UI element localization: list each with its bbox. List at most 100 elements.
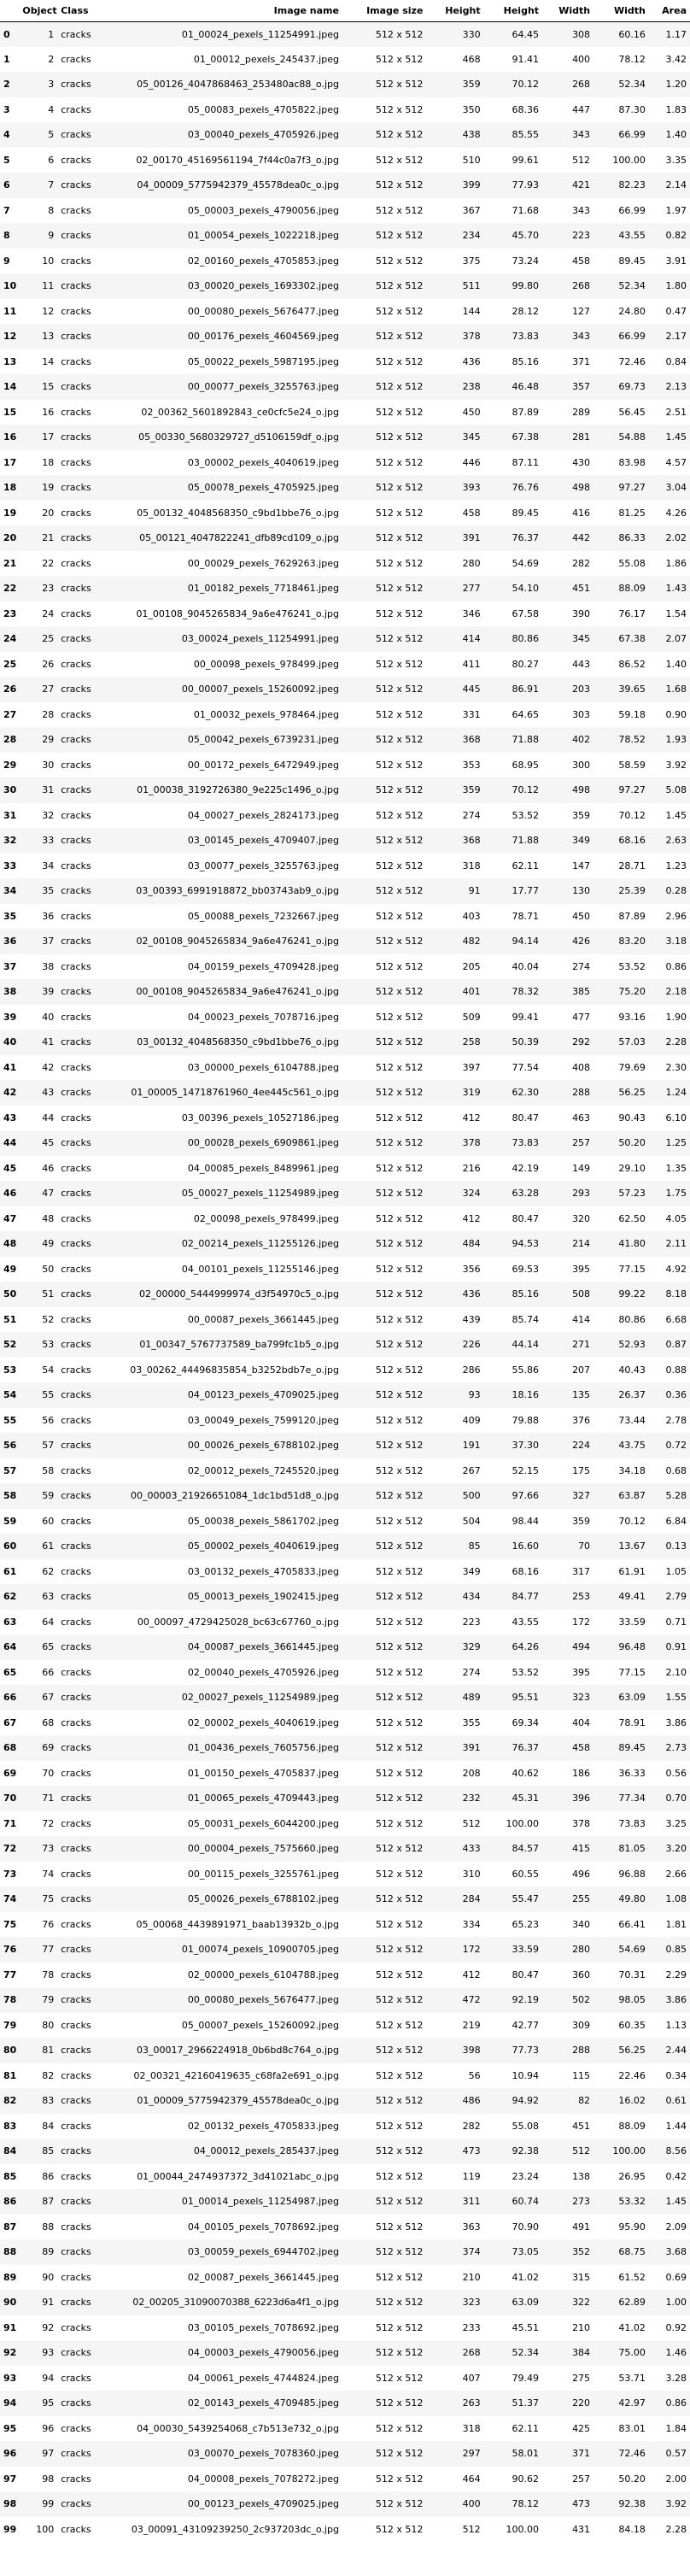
class-cell: cracks — [61, 1288, 91, 1300]
object-id-cell: 41 — [42, 1036, 55, 1048]
area-cell: 0.87 — [665, 1339, 687, 1351]
object-id-cell: 95 — [42, 2397, 55, 2409]
table-row: 14 15 cracks 00_00077_pexels_3255763.jpeg 51… — [0, 374, 690, 400]
object-id-cell: 15 — [42, 381, 55, 393]
area-cell: 1.20 — [665, 79, 687, 91]
image-name-cell: 02_00205_31090070388_6223d6a4f1_o.jpg — [132, 2297, 339, 2309]
height-px-cell: 409 — [462, 1414, 481, 1426]
height-px-cell: 323 — [462, 2297, 481, 2309]
table-row: 90 91 cracks 02_00205_31090070388_6223d6a4f… — [0, 2290, 690, 2315]
image-size-cell: 512 x 512 — [375, 154, 424, 166]
row-index: 70 — [3, 1793, 17, 1804]
width-px-cell: 343 — [572, 129, 591, 141]
image-name-cell: 03_00002_pexels_4040619.jpeg — [187, 456, 339, 468]
height-px-cell: 284 — [462, 1893, 481, 1905]
height-pct-cell: 70.12 — [512, 79, 540, 91]
image-name-cell: 02_00108_9045265834_9a6e476241_o.jpg — [136, 936, 339, 948]
row-index: 82 — [3, 2095, 17, 2107]
width-pct-cell: 66.99 — [618, 129, 646, 141]
image-size-cell: 512 x 512 — [375, 835, 424, 847]
area-cell: 3.92 — [665, 2498, 687, 2510]
image-name-cell: 01_00065_pexels_4709443.jpeg — [187, 1793, 339, 1804]
width-px-cell: 340 — [572, 1918, 591, 1930]
row-index: 77 — [3, 1969, 17, 1980]
height-px-cell: 412 — [462, 1112, 481, 1124]
header-area: Area — [648, 0, 690, 22]
object-id-cell: 73 — [42, 1843, 55, 1855]
image-name-cell: 00_00004_pexels_7575660.jpeg — [187, 1843, 339, 1855]
row-index: 46 — [3, 1188, 17, 1200]
width-pct-cell: 81.05 — [618, 1843, 646, 1855]
width-px-cell: 498 — [572, 482, 591, 494]
class-cell: cracks — [61, 1414, 91, 1426]
area-cell: 2.13 — [665, 381, 687, 393]
width-px-cell: 268 — [572, 79, 591, 91]
class-cell: cracks — [61, 2145, 91, 2157]
class-cell: cracks — [61, 2196, 91, 2208]
row-index: 66 — [3, 1692, 17, 1704]
area-cell: 0.42 — [665, 2170, 687, 2182]
width-pct-cell: 63.87 — [618, 1490, 646, 1502]
table-row: 74 75 cracks 05_00026_pexels_6788102.jpeg 51… — [0, 1887, 690, 1912]
image-size-cell: 512 x 512 — [375, 2372, 424, 2384]
height-px-cell: 274 — [462, 809, 481, 821]
width-pct-cell: 57.23 — [618, 1188, 646, 1200]
area-cell: 2.00 — [665, 2473, 687, 2485]
height-pct-cell: 84.57 — [512, 1843, 540, 1855]
height-px-cell: 482 — [462, 936, 481, 948]
image-name-cell: 04_00030_5439254068_c7b513e732_o.jpg — [137, 2422, 339, 2434]
image-size-cell: 512 x 512 — [375, 1112, 424, 1124]
class-cell: cracks — [61, 1944, 91, 1956]
image-size-cell: 512 x 512 — [375, 53, 424, 65]
image-size-cell: 512 x 512 — [375, 1162, 424, 1174]
row-index: 80 — [3, 2045, 17, 2057]
width-pct-cell: 49.80 — [618, 1893, 646, 1905]
object-id-cell: 9 — [48, 230, 55, 242]
area-cell: 0.70 — [665, 1793, 687, 1804]
image-size-cell: 512 x 512 — [375, 2448, 424, 2460]
area-cell: 2.44 — [665, 2045, 687, 2057]
image-name-cell: 03_00393_6991918872_bb03743ab9_o.jpg — [136, 885, 339, 897]
image-size-cell: 512 x 512 — [375, 633, 424, 645]
image-name-cell: 03_00091_43109239250_2c937203dc_o.jpg — [131, 2523, 339, 2535]
row-index: 56 — [3, 1440, 17, 1452]
class-cell: cracks — [61, 2271, 91, 2283]
height-pct-cell: 51.37 — [512, 2397, 540, 2409]
image-name-cell: 01_00009_5775942379_45578dea0c_o.jpg — [137, 2095, 339, 2107]
width-pct-cell: 53.52 — [618, 960, 646, 972]
width-px-cell: 288 — [572, 2045, 591, 2057]
class-cell: cracks — [61, 28, 91, 40]
width-pct-cell: 61.52 — [618, 2271, 646, 2283]
table-row: 12 13 cracks 00_00176_pexels_4604569.jpeg 51… — [0, 324, 690, 349]
class-cell: cracks — [61, 1918, 91, 1930]
height-px-cell: 489 — [462, 1692, 481, 1704]
image-size-cell: 512 x 512 — [375, 2321, 424, 2333]
table-body: 0 1 cracks 01_00024_pexels_11254991.jpeg 512… — [0, 21, 690, 2542]
height-pct-cell: 54.69 — [512, 557, 540, 569]
object-id-cell: 78 — [42, 1969, 55, 1980]
image-name-cell: 01_00032_pexels_978464.jpeg — [193, 708, 339, 720]
table-row: 70 71 cracks 01_00065_pexels_4709443.jpeg 51… — [0, 1786, 690, 1811]
height-px-cell: 277 — [462, 583, 481, 595]
width-pct-cell: 41.02 — [618, 2321, 646, 2333]
row-index: 48 — [3, 1238, 17, 1250]
image-size-cell: 512 x 512 — [375, 2019, 424, 2031]
class-cell: cracks — [61, 1843, 91, 1855]
row-index: 54 — [3, 1389, 17, 1401]
width-px-cell: 138 — [572, 2170, 591, 2182]
image-name-cell: 00_00098_pexels_978499.jpeg — [193, 658, 339, 670]
area-cell: 0.85 — [665, 1944, 687, 1956]
class-cell: cracks — [61, 885, 91, 897]
row-index: 30 — [3, 784, 17, 796]
width-pct-cell: 77.34 — [618, 1793, 646, 1804]
object-id-cell: 36 — [42, 910, 55, 922]
table-row: 20 21 cracks 05_00121_4047822241_dfb89cd109… — [0, 525, 690, 551]
image-name-cell: 04_00123_pexels_4709025.jpeg — [187, 1389, 339, 1401]
height-pct-cell: 68.16 — [512, 1565, 540, 1577]
class-cell: cracks — [61, 1137, 91, 1149]
object-id-cell: 84 — [42, 2120, 55, 2132]
height-pct-cell: 99.61 — [512, 154, 540, 166]
image-name-cell: 01_00108_9045265834_9a6e476241_o.jpg — [136, 607, 339, 619]
class-cell: cracks — [61, 2095, 91, 2107]
object-id-cell: 64 — [42, 1616, 55, 1628]
